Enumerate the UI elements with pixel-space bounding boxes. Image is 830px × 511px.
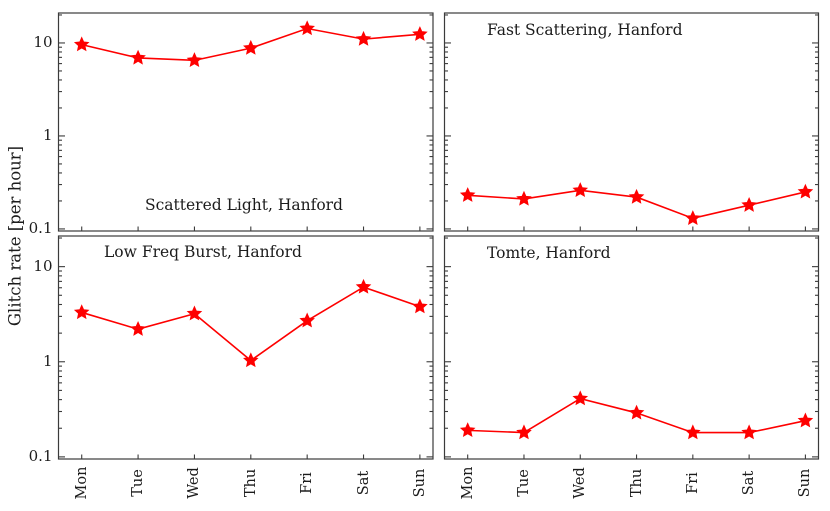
x-tick-label: Sun bbox=[411, 468, 428, 498]
star-marker bbox=[130, 321, 146, 336]
x-tick-label: Thu bbox=[628, 468, 645, 498]
y-tick-label: 1 bbox=[42, 125, 53, 144]
star-marker bbox=[459, 187, 476, 202]
star-marker bbox=[412, 298, 428, 314]
star-marker bbox=[797, 412, 814, 428]
panel-frame bbox=[443, 12, 820, 232]
star-marker bbox=[73, 36, 90, 52]
star-marker bbox=[516, 190, 532, 206]
panel-frame bbox=[57, 235, 434, 460]
star-marker bbox=[797, 183, 814, 199]
star-marker bbox=[73, 304, 90, 320]
panel-top-left bbox=[57, 12, 434, 232]
star-marker bbox=[186, 52, 203, 67]
star-marker bbox=[572, 390, 589, 406]
star-marker bbox=[459, 422, 476, 437]
panel-title-fast-scattering: Fast Scattering, Hanford bbox=[487, 21, 683, 39]
star-marker bbox=[572, 182, 589, 197]
star-marker bbox=[685, 424, 701, 440]
panel-bottom-right bbox=[443, 235, 820, 460]
y-tick-label: 0.1 bbox=[28, 218, 53, 237]
star-marker bbox=[412, 26, 428, 41]
panel-bottom-left bbox=[57, 235, 434, 460]
star-marker bbox=[741, 197, 757, 212]
panel-title-tomte: Tomte, Hanford bbox=[487, 244, 611, 262]
x-tick-label: Wed bbox=[186, 467, 203, 499]
y-tick-label: 0.1 bbox=[28, 446, 53, 465]
x-tick-label: Wed bbox=[572, 467, 589, 499]
star-marker bbox=[355, 30, 372, 46]
star-marker bbox=[355, 278, 372, 294]
star-marker bbox=[628, 404, 645, 420]
star-marker bbox=[299, 20, 315, 36]
x-tick-label: Mon bbox=[459, 466, 476, 500]
x-tick-label: Thu bbox=[242, 468, 259, 498]
star-marker bbox=[130, 49, 146, 65]
x-tick-label: Fri bbox=[684, 472, 701, 494]
panel-title-low-freq-burst: Low Freq Burst, Hanford bbox=[104, 243, 302, 261]
panel-frame bbox=[443, 235, 820, 460]
star-marker bbox=[299, 312, 315, 328]
x-tick-label: Tue bbox=[130, 469, 147, 497]
panel-top-right bbox=[443, 12, 820, 232]
x-tick-label: Fri bbox=[299, 472, 316, 494]
y-tick-label: 10 bbox=[33, 256, 53, 275]
star-marker bbox=[741, 424, 757, 440]
panel-frame bbox=[57, 12, 434, 232]
x-tick-label: Tue bbox=[515, 469, 532, 497]
panel-title-scattered-light: Scattered Light, Hanford bbox=[145, 196, 343, 214]
star-marker bbox=[243, 39, 259, 55]
data-line bbox=[81, 286, 421, 362]
x-tick-label: Sat bbox=[741, 470, 758, 496]
star-marker bbox=[243, 352, 259, 368]
star-marker bbox=[516, 424, 532, 440]
star-marker bbox=[685, 210, 701, 225]
star-marker bbox=[186, 305, 203, 321]
x-tick-label: Sun bbox=[797, 468, 814, 498]
x-tick-label: Sat bbox=[355, 470, 372, 496]
y-tick-label: 1 bbox=[42, 351, 53, 370]
y-tick-label: 10 bbox=[33, 32, 53, 51]
star-marker bbox=[628, 188, 645, 204]
x-tick-label: Mon bbox=[73, 466, 90, 500]
